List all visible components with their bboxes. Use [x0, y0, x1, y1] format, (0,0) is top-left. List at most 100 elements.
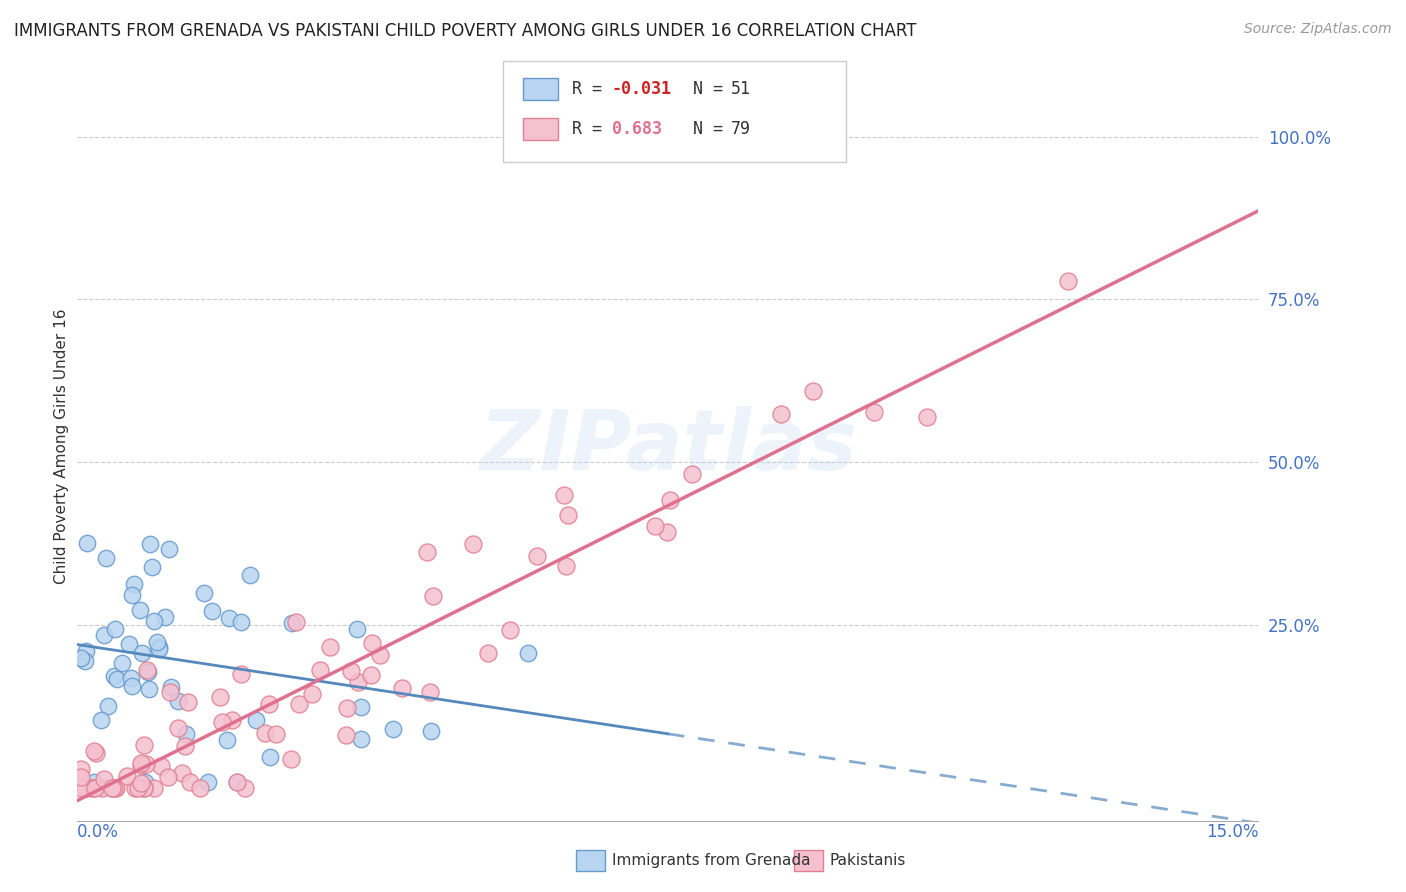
Point [915, 410, 938, 425]
Point [225, 774, 247, 789]
Point [84, 780, 107, 795]
Point [131, 758, 153, 772]
Point [101, 780, 124, 795]
Point [193, 585, 215, 599]
Point [176, 695, 198, 709]
Text: 15.0%: 15.0% [1206, 822, 1258, 841]
Point [76, 536, 98, 550]
Point [148, 640, 170, 654]
Point [75, 654, 97, 668]
Point [416, 545, 439, 559]
Y-axis label: Child Poverty Among Girls Under 16: Child Poverty Among Girls Under 16 [53, 309, 69, 583]
Point [419, 685, 441, 699]
Point [111, 656, 134, 670]
Point [801, 384, 824, 398]
Point [553, 487, 575, 501]
Text: N =: N = [673, 120, 734, 138]
Point [201, 604, 224, 618]
Text: -0.031: -0.031 [612, 80, 672, 98]
Point [121, 588, 143, 602]
Point [129, 776, 152, 790]
Point [218, 611, 240, 625]
Point [84, 746, 107, 760]
Point [769, 408, 792, 422]
Point [70, 771, 93, 785]
Point [863, 405, 886, 419]
Text: 0.683: 0.683 [612, 120, 662, 138]
Point [308, 663, 330, 677]
Point [134, 774, 156, 789]
Point [350, 699, 373, 714]
Point [104, 622, 127, 636]
Point [146, 635, 169, 649]
Point [335, 728, 357, 742]
Point [526, 549, 548, 564]
Point [93, 628, 115, 642]
Point [318, 640, 340, 655]
Text: N =: N = [673, 80, 734, 98]
Point [135, 756, 157, 771]
Point [658, 492, 681, 507]
Point [121, 679, 143, 693]
Point [657, 525, 679, 540]
Point [138, 665, 160, 679]
Point [107, 672, 129, 686]
Point [422, 589, 444, 603]
Point [391, 681, 413, 695]
Point [288, 697, 311, 711]
Point [127, 780, 149, 795]
Point [347, 675, 370, 690]
Point [132, 780, 155, 795]
Point [264, 727, 287, 741]
Point [368, 648, 391, 662]
Point [349, 732, 371, 747]
Point [1057, 274, 1080, 288]
Point [281, 616, 304, 631]
Point [131, 756, 153, 771]
Point [360, 667, 382, 681]
Point [157, 770, 180, 784]
Point [301, 687, 323, 701]
Point [134, 738, 156, 752]
Point [153, 610, 176, 624]
Point [142, 780, 165, 795]
Point [117, 768, 139, 782]
Point [499, 624, 522, 638]
Point [517, 647, 540, 661]
Point [138, 681, 160, 696]
Text: Source: ZipAtlas.com: Source: ZipAtlas.com [1244, 22, 1392, 37]
Point [188, 780, 211, 795]
Point [231, 615, 253, 629]
Text: ZIPatlas: ZIPatlas [479, 406, 856, 486]
Point [118, 637, 141, 651]
Point [97, 698, 120, 713]
Point [159, 685, 181, 699]
Point [211, 715, 233, 730]
Point [340, 664, 363, 678]
Text: 0.0%: 0.0% [77, 822, 120, 841]
Point [259, 698, 281, 712]
Point [70, 780, 93, 795]
Point [70, 762, 93, 776]
Point [360, 636, 382, 650]
Text: IMMIGRANTS FROM GRENADA VS PAKISTANI CHILD POVERTY AMONG GIRLS UNDER 16 CORRELAT: IMMIGRANTS FROM GRENADA VS PAKISTANI CHI… [14, 22, 917, 40]
Point [148, 641, 170, 656]
Point [132, 780, 155, 795]
Text: R =: R = [572, 120, 612, 138]
Point [208, 690, 231, 705]
Point [335, 700, 357, 714]
Point [420, 724, 443, 739]
Point [75, 644, 97, 658]
Point [80, 780, 103, 795]
Text: 51: 51 [731, 80, 751, 98]
Point [167, 721, 190, 735]
Point [101, 780, 124, 795]
Point [221, 713, 243, 727]
Point [83, 774, 105, 789]
Point [90, 780, 112, 795]
Point [70, 650, 93, 665]
Text: 79: 79 [731, 120, 751, 138]
Point [681, 467, 703, 482]
Point [93, 772, 115, 786]
Point [75, 780, 97, 795]
